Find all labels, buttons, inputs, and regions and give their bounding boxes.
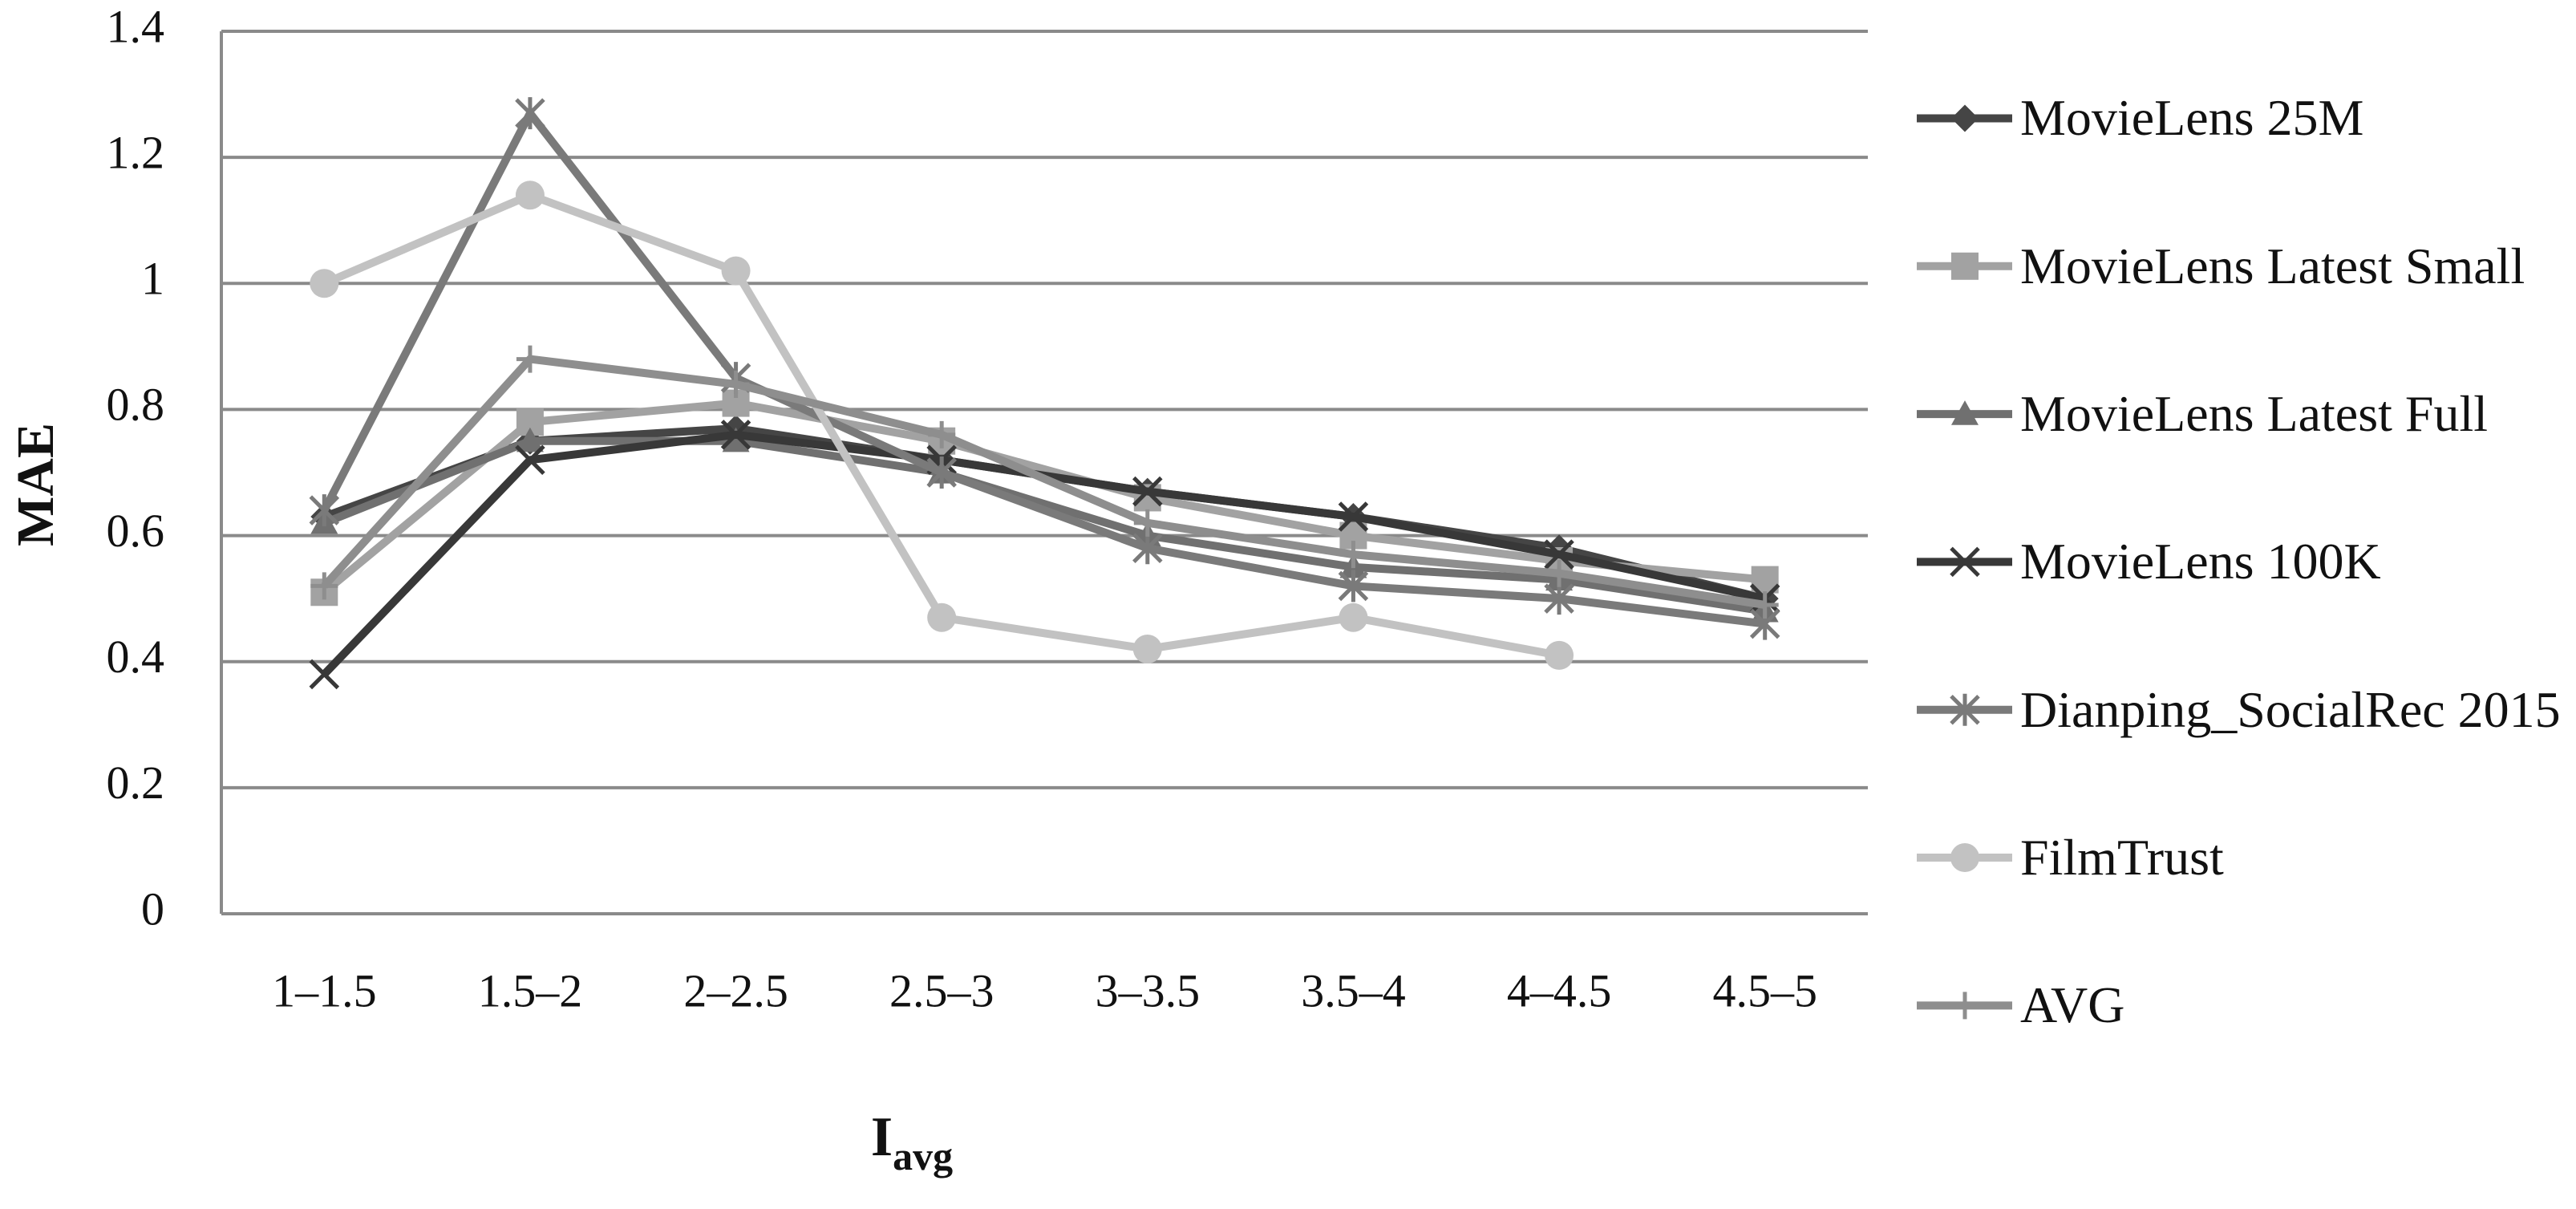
marker (516, 427, 544, 452)
legend-label: MovieLens Latest Full (2020, 385, 2489, 443)
marker (1545, 640, 1574, 670)
legend-label: MovieLens Latest Small (2020, 237, 2525, 294)
marker (1133, 509, 1161, 537)
marker (1339, 541, 1367, 569)
x-axis-title-main: I (871, 1106, 893, 1168)
marker (1132, 635, 1162, 663)
legend-label: Dianping_SocialRec 2015 (2020, 680, 2561, 738)
marker (722, 371, 750, 398)
marker (1950, 843, 1979, 873)
y-tick-label: 0.6 (107, 505, 165, 557)
marker (927, 602, 957, 632)
marker (722, 427, 750, 452)
x-tick-label: 2–2.5 (683, 964, 788, 1016)
marker (1951, 992, 1979, 1020)
series-line (322, 399, 1766, 596)
marker (721, 256, 751, 286)
marker (1951, 400, 1979, 425)
marker (1951, 252, 1979, 280)
y-tick-label: 0.8 (107, 379, 165, 431)
marker (1132, 476, 1163, 507)
y-tick-label: 1.2 (107, 126, 165, 178)
marker (1544, 582, 1574, 615)
marker (515, 181, 545, 210)
series-line (321, 355, 1766, 609)
x-tick-label: 4–4.5 (1507, 964, 1612, 1016)
marker (515, 444, 545, 476)
marker (1544, 539, 1574, 570)
marker (1951, 104, 1979, 132)
marker (310, 572, 338, 600)
y-tick-label: 0.4 (107, 631, 165, 683)
marker (310, 269, 339, 298)
y-axis-title: MAE (6, 423, 65, 546)
x-axis-title-subscript: avg (893, 1134, 953, 1179)
legend-label: MovieLens 100K (2020, 533, 2381, 590)
marker (1950, 546, 1980, 578)
x-tick-label: 3–3.5 (1096, 964, 1201, 1016)
marker (309, 494, 340, 527)
x-axis-title: Iavg (871, 1106, 953, 1179)
marker (1338, 501, 1369, 532)
series-line (322, 436, 1766, 615)
legend-label: FilmTrust (2020, 829, 2224, 886)
x-tick-label: 4.5–5 (1712, 964, 1817, 1016)
y-tick-label: 1.4 (107, 0, 165, 52)
marker (1950, 693, 1980, 726)
x-tick-label: 3.5–4 (1301, 964, 1406, 1016)
marker (1132, 532, 1163, 565)
y-tick-label: 0 (141, 882, 164, 935)
y-tick-label: 1 (141, 253, 164, 305)
x-tick-label: 2.5–3 (889, 964, 994, 1016)
marker (309, 659, 340, 690)
marker (928, 420, 956, 448)
marker (1545, 559, 1574, 587)
marker (720, 420, 751, 450)
marker (1751, 591, 1779, 619)
series-line (320, 109, 1766, 628)
marker (516, 345, 544, 373)
marker (1339, 602, 1368, 632)
x-tick-label: 1.5–2 (478, 964, 583, 1016)
marker (515, 97, 545, 130)
legend-label: AVG (2020, 976, 2125, 1034)
y-tick-label: 0.2 (107, 757, 165, 809)
marker (1338, 570, 1369, 602)
legend-label: MovieLens 25M (2020, 89, 2364, 147)
marker (926, 456, 957, 489)
x-tick-label: 1–1.5 (272, 964, 377, 1016)
